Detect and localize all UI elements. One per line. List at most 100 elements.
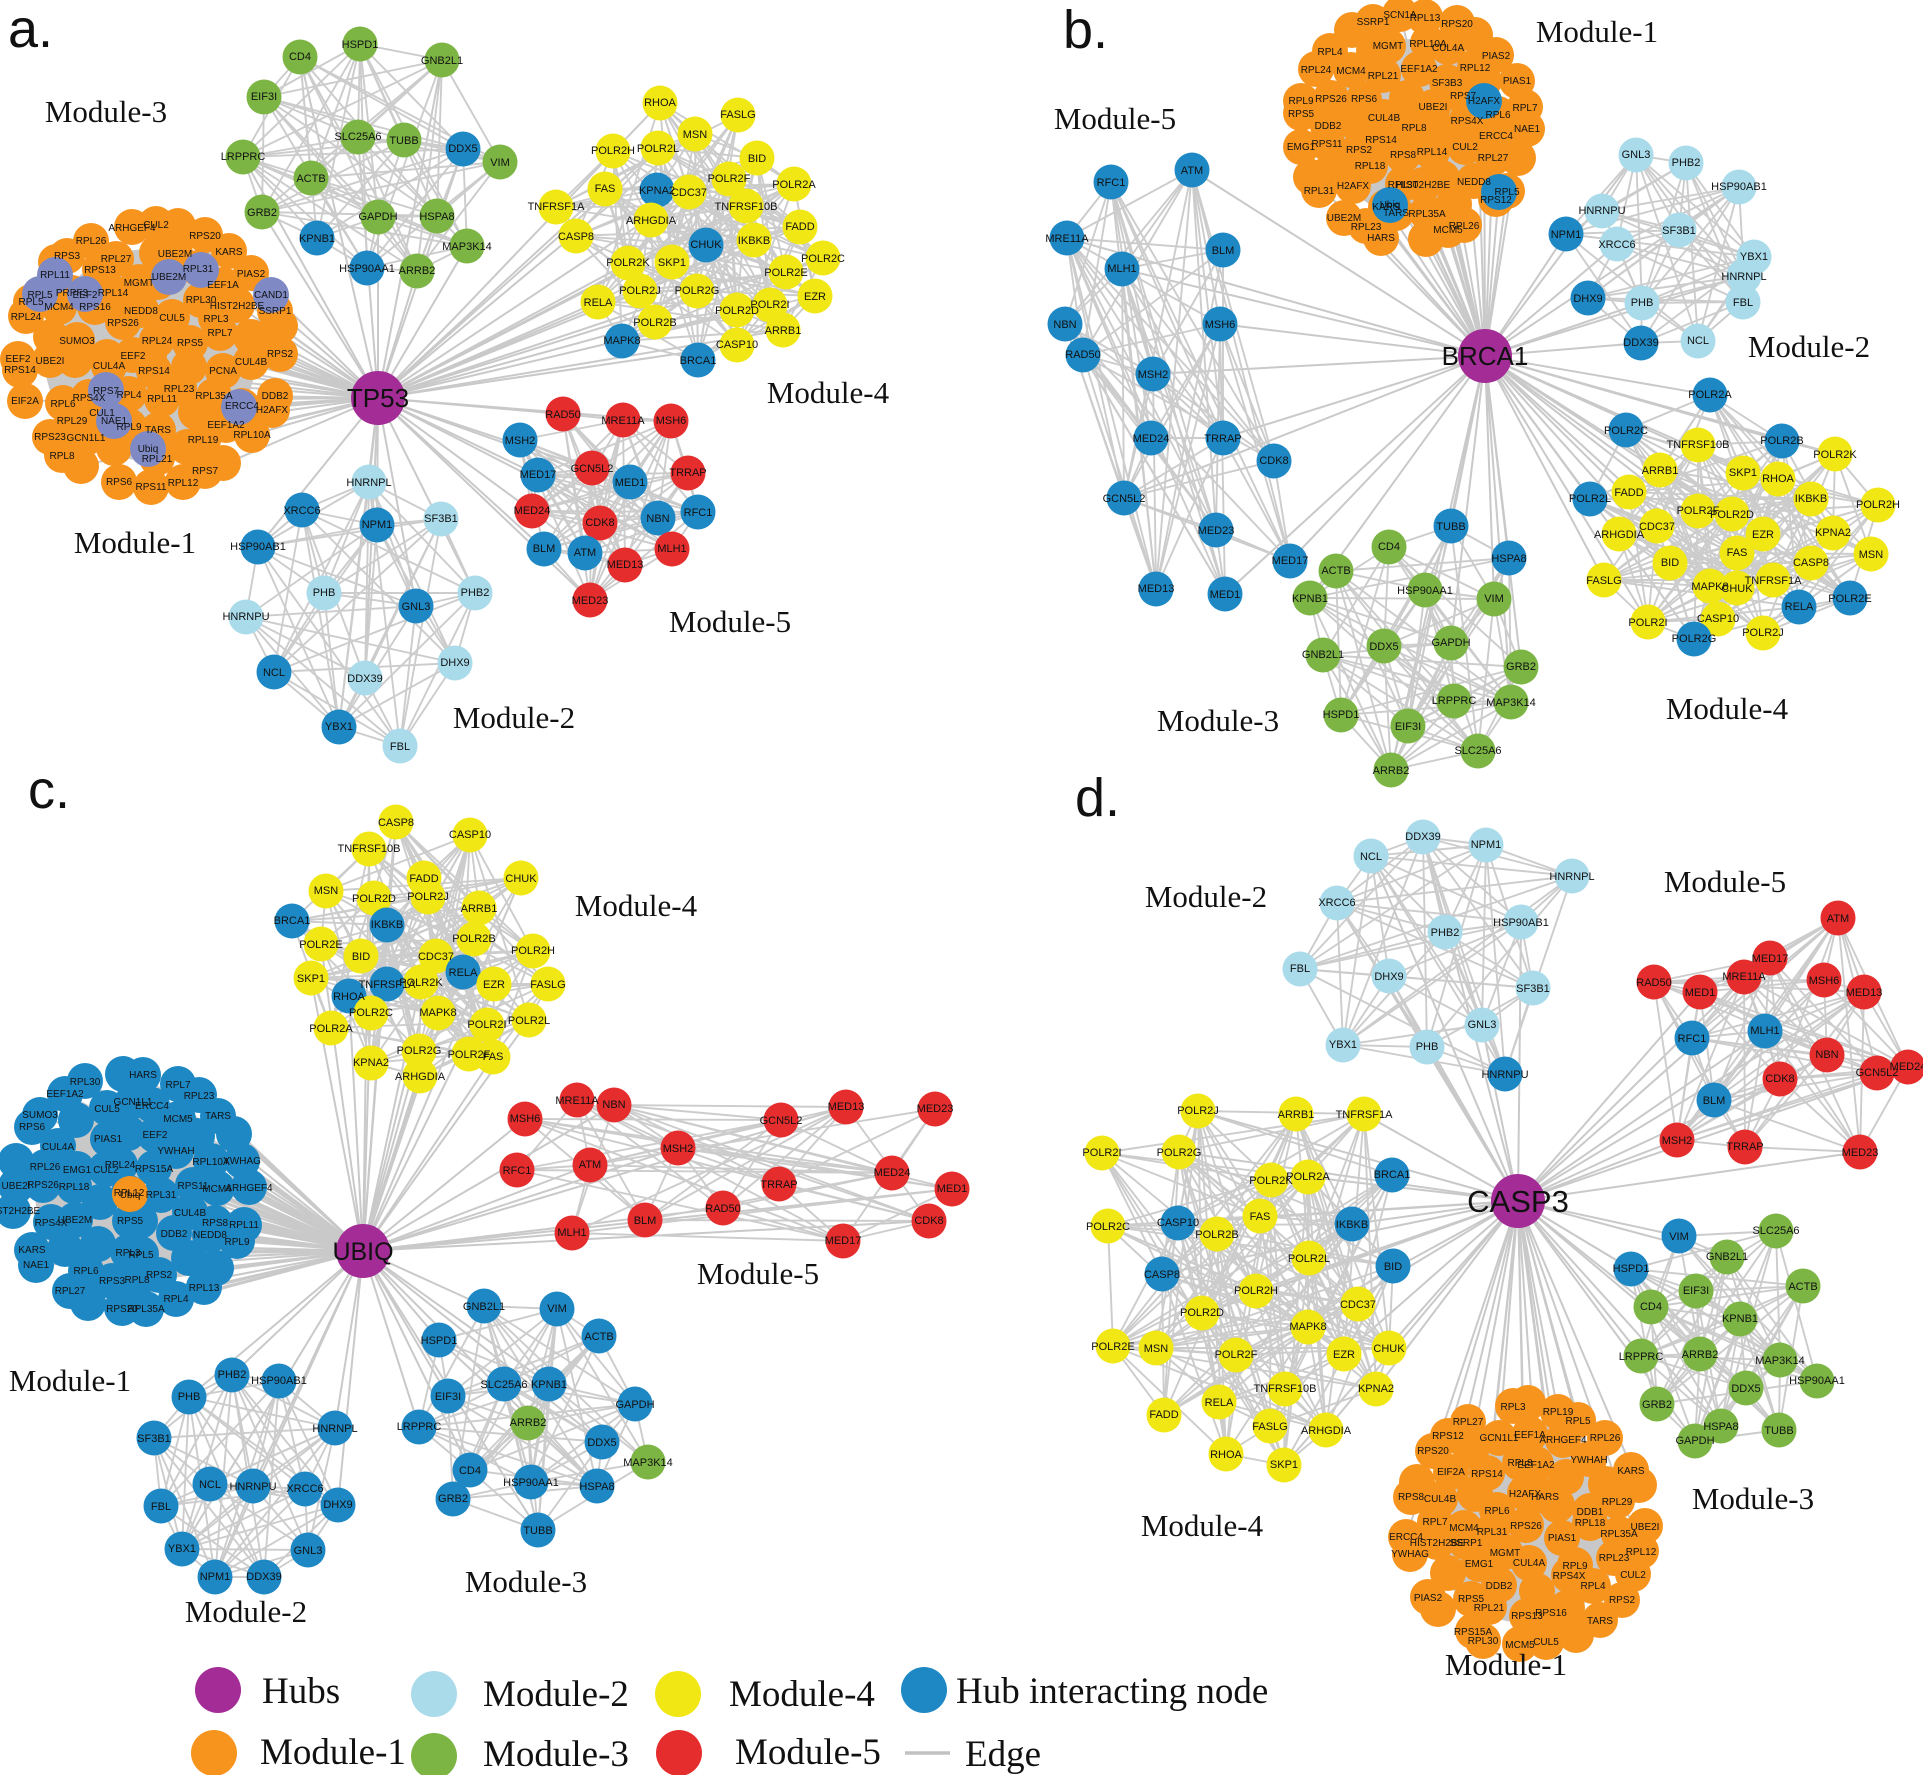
svg-text:PCNA: PCNA <box>209 366 237 377</box>
svg-text:Module-2: Module-2 <box>453 700 575 735</box>
svg-text:POLR2G: POLR2G <box>1157 1147 1202 1159</box>
svg-text:POLR2J: POLR2J <box>1742 627 1784 639</box>
svg-text:POLR2J: POLR2J <box>619 285 661 297</box>
svg-text:POLR2G: POLR2G <box>397 1045 442 1057</box>
svg-text:RPS20: RPS20 <box>1441 19 1473 30</box>
svg-text:b.: b. <box>1063 0 1108 60</box>
svg-text:RPL12: RPL12 <box>1626 1547 1657 1558</box>
svg-text:RPL19: RPL19 <box>1543 1407 1574 1418</box>
svg-text:NAE1: NAE1 <box>1514 124 1541 135</box>
svg-text:d.: d. <box>1075 768 1120 828</box>
svg-text:UBE2M: UBE2M <box>1327 213 1361 224</box>
svg-text:EEF2: EEF2 <box>5 354 30 365</box>
svg-text:POLR2C: POLR2C <box>801 253 845 265</box>
svg-text:H2AFX: H2AFX <box>1468 96 1501 107</box>
svg-text:MSH2: MSH2 <box>1662 1135 1693 1147</box>
svg-text:POLR2F: POLR2F <box>1215 1349 1258 1361</box>
svg-text:RPL24: RPL24 <box>142 336 173 347</box>
svg-text:NEDD8: NEDD8 <box>1457 177 1491 188</box>
svg-text:RPL5: RPL5 <box>27 290 52 301</box>
svg-text:MAPK8: MAPK8 <box>603 335 640 347</box>
svg-text:KARS: KARS <box>1372 202 1400 213</box>
svg-text:CUL5: CUL5 <box>1533 1637 1559 1648</box>
svg-text:CUL2: CUL2 <box>143 220 169 231</box>
svg-text:RPS12: RPS12 <box>1432 1431 1464 1442</box>
svg-text:PHB: PHB <box>1631 297 1654 309</box>
svg-text:CASP10: CASP10 <box>1157 1217 1199 1229</box>
svg-text:RAD50: RAD50 <box>545 409 580 421</box>
svg-text:TUBB: TUBB <box>1764 1425 1793 1437</box>
svg-text:GRB2: GRB2 <box>438 1493 468 1505</box>
svg-text:RPS26: RPS26 <box>27 1180 59 1191</box>
svg-text:HSPD1: HSPD1 <box>1323 709 1360 721</box>
svg-text:MED13: MED13 <box>607 559 644 571</box>
svg-text:HNRNPU: HNRNPU <box>229 1481 276 1493</box>
svg-text:BLM: BLM <box>533 543 556 555</box>
svg-text:HIST2H2BE: HIST2H2BE <box>1396 180 1451 191</box>
svg-text:RPS7: RPS7 <box>1450 91 1477 102</box>
svg-text:ACTB: ACTB <box>1321 565 1350 577</box>
svg-text:RPL30: RPL30 <box>70 1077 101 1088</box>
svg-text:RPS2: RPS2 <box>146 1270 173 1281</box>
svg-text:NBN: NBN <box>1815 1049 1838 1061</box>
svg-text:GCN1L1: GCN1L1 <box>1480 1433 1519 1444</box>
svg-text:RPL23: RPL23 <box>1599 1553 1630 1564</box>
svg-text:RPS4X: RPS4X <box>35 1218 68 1229</box>
svg-text:RPS7: RPS7 <box>192 466 219 477</box>
svg-text:MCM4: MCM4 <box>44 302 74 313</box>
svg-text:DHX9: DHX9 <box>323 1499 352 1511</box>
svg-text:RPL21: RPL21 <box>1368 71 1399 82</box>
svg-text:POLR2K: POLR2K <box>399 977 443 989</box>
svg-text:SKP1: SKP1 <box>1270 1459 1298 1471</box>
svg-text:RPL11: RPL11 <box>147 394 177 405</box>
svg-text:KPNA2: KPNA2 <box>1815 527 1851 539</box>
svg-text:H2AFX: H2AFX <box>256 405 289 416</box>
svg-text:UBE2I: UBE2I <box>36 356 65 367</box>
svg-text:POLR2E: POLR2E <box>1828 593 1871 605</box>
svg-text:ARHGDIA: ARHGDIA <box>1301 1425 1352 1437</box>
svg-text:POLR2C: POLR2C <box>349 1007 393 1019</box>
svg-text:RPL4: RPL4 <box>116 390 141 401</box>
svg-text:NCL: NCL <box>1360 851 1382 863</box>
svg-text:TRRAP: TRRAP <box>760 1179 797 1191</box>
svg-text:KPNA2: KPNA2 <box>353 1057 389 1069</box>
svg-text:RPL11: RPL11 <box>229 1220 259 1231</box>
svg-text:CD4: CD4 <box>1640 1301 1662 1313</box>
svg-text:MED24: MED24 <box>1133 433 1170 445</box>
svg-text:RPL30: RPL30 <box>1468 1636 1499 1647</box>
svg-text:EEF2: EEF2 <box>120 351 145 362</box>
svg-text:BLM: BLM <box>634 1215 657 1227</box>
svg-text:POLR2D: POLR2D <box>1710 509 1754 521</box>
svg-text:RPS26: RPS26 <box>1315 94 1347 105</box>
svg-text:RPL6: RPL6 <box>73 1266 98 1277</box>
svg-text:GAPDH: GAPDH <box>358 211 397 223</box>
svg-text:SF3B1: SF3B1 <box>1662 225 1696 237</box>
svg-text:RPL8: RPL8 <box>1507 1458 1532 1469</box>
svg-text:GNB2L1: GNB2L1 <box>463 1301 505 1313</box>
svg-text:HIST2H2BE: HIST2H2BE <box>210 301 265 312</box>
svg-text:IKBKB: IKBKB <box>1336 1219 1368 1231</box>
svg-text:Module-4: Module-4 <box>767 375 890 410</box>
svg-text:ERCC4: ERCC4 <box>1389 1532 1423 1543</box>
svg-text:POLR2C: POLR2C <box>1086 1221 1130 1233</box>
svg-text:MSN: MSN <box>683 129 708 141</box>
svg-text:CAND1: CAND1 <box>254 290 288 301</box>
svg-text:RPS15A: RPS15A <box>1454 1627 1493 1638</box>
svg-text:ERCC4: ERCC4 <box>1479 131 1513 142</box>
svg-text:YWHAH: YWHAH <box>157 1146 194 1157</box>
svg-text:TNFRSF10B: TNFRSF10B <box>1667 439 1730 451</box>
svg-text:ERCC4: ERCC4 <box>135 1101 169 1112</box>
svg-text:EMG1: EMG1 <box>1287 142 1316 153</box>
svg-text:ARRB1: ARRB1 <box>1278 1109 1315 1121</box>
svg-text:RPL30: RPL30 <box>186 295 217 306</box>
svg-text:RPS20: RPS20 <box>1417 1446 1449 1457</box>
svg-text:FASLG: FASLG <box>1252 1421 1287 1433</box>
svg-text:ARHGDIA: ARHGDIA <box>395 1071 446 1083</box>
svg-text:MED17: MED17 <box>1752 953 1789 965</box>
svg-text:YBX1: YBX1 <box>1740 251 1768 263</box>
svg-text:HSP90AB1: HSP90AB1 <box>251 1375 307 1387</box>
svg-text:RPS4X: RPS4X <box>73 393 106 404</box>
svg-text:PHB: PHB <box>1416 1041 1439 1053</box>
svg-text:DDB1: DDB1 <box>1577 1507 1604 1518</box>
svg-text:FASLG: FASLG <box>1586 575 1621 587</box>
